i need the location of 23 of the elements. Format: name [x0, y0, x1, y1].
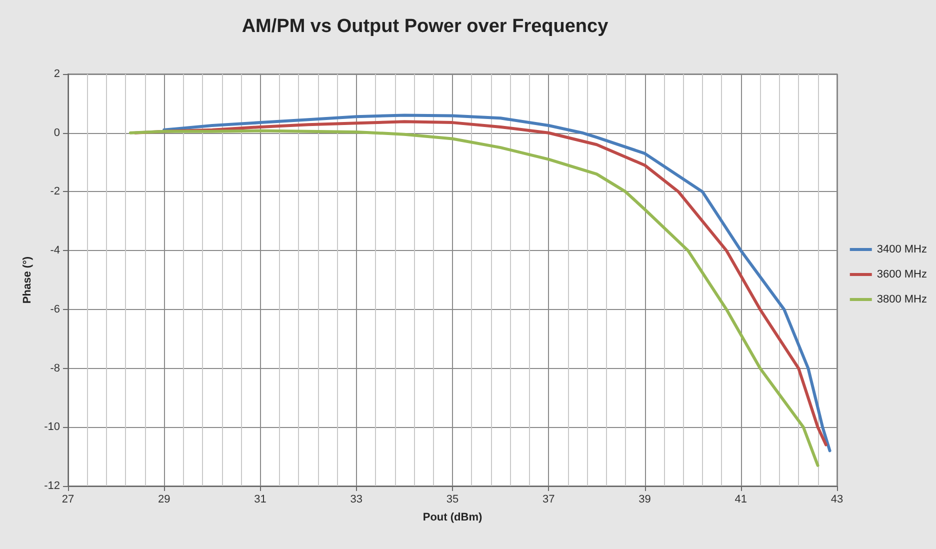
x-tick-label: 35	[446, 494, 459, 506]
chart-title: AM/PM vs Output Power over Frequency	[242, 16, 609, 37]
y-tick-label: 0	[54, 126, 60, 139]
y-tick-label: -6	[50, 303, 60, 316]
legend-label: 3600 MHz	[876, 268, 928, 280]
x-axis-title: Pout (dBm)	[422, 512, 482, 524]
y-tick-label: -12	[44, 480, 60, 492]
x-tick-label: 31	[254, 494, 266, 506]
x-tick-label: 27	[62, 494, 74, 506]
x-tick-label: 41	[734, 494, 747, 506]
y-tick-label: -2	[50, 186, 60, 198]
y-tick-label: -8	[50, 362, 60, 374]
x-tick-label: 39	[638, 494, 651, 506]
y-tick-label: 2	[54, 68, 60, 80]
legend-label: 3400 MHz	[876, 244, 928, 256]
x-tick-label: 43	[830, 494, 844, 506]
x-tick-label: 33	[350, 494, 362, 506]
x-tick-label: 29	[158, 494, 170, 506]
y-axis-title: Phase (°)	[22, 256, 34, 304]
y-tick-label: -10	[44, 421, 60, 434]
legend-label: 3800 MHz	[876, 294, 928, 306]
x-tick-label: 37	[542, 494, 555, 506]
y-tick-label: -4	[50, 244, 60, 257]
